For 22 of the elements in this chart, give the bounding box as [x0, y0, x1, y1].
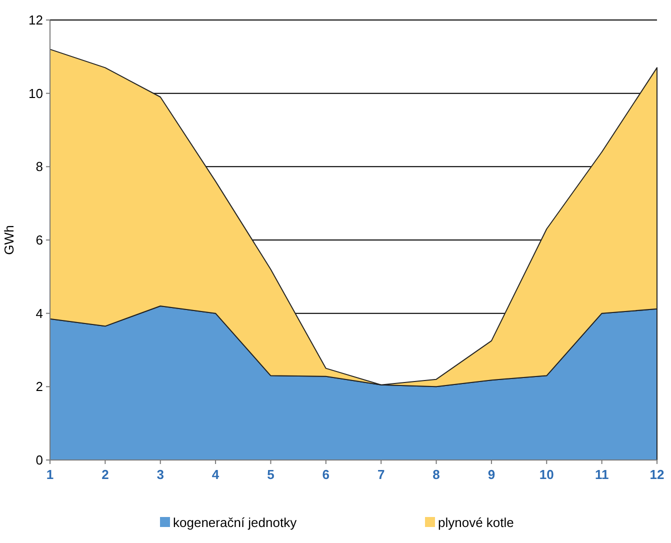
y-tick-label: 10 — [28, 86, 43, 101]
y-tick-label: 0 — [36, 452, 43, 468]
x-tick-label: 7 — [377, 467, 385, 482]
y-tick-label: 2 — [36, 379, 43, 394]
x-tick-label: 4 — [212, 467, 220, 482]
x-tick-label: 9 — [488, 467, 496, 482]
x-tick-label: 10 — [539, 467, 554, 482]
x-tick-label: 12 — [650, 467, 664, 482]
y-tick-label: 4 — [36, 306, 43, 321]
legend-label: plynové kotle — [438, 515, 514, 530]
x-tick-label: 6 — [322, 467, 330, 482]
y-tick-label: 6 — [36, 232, 43, 248]
y-axis-title: GWh — [1, 225, 16, 255]
x-tick-label: 3 — [156, 467, 164, 482]
y-tick-label: 8 — [36, 159, 43, 174]
x-tick-label: 5 — [267, 467, 274, 482]
x-tick-label: 11 — [594, 467, 609, 482]
x-tick-label: 1 — [46, 467, 54, 482]
y-tick-label: 12 — [28, 12, 43, 28]
x-tick-label: 2 — [102, 467, 109, 482]
x-tick-label: 8 — [432, 467, 440, 482]
legend-label: kogenerační jednotky — [173, 515, 298, 530]
